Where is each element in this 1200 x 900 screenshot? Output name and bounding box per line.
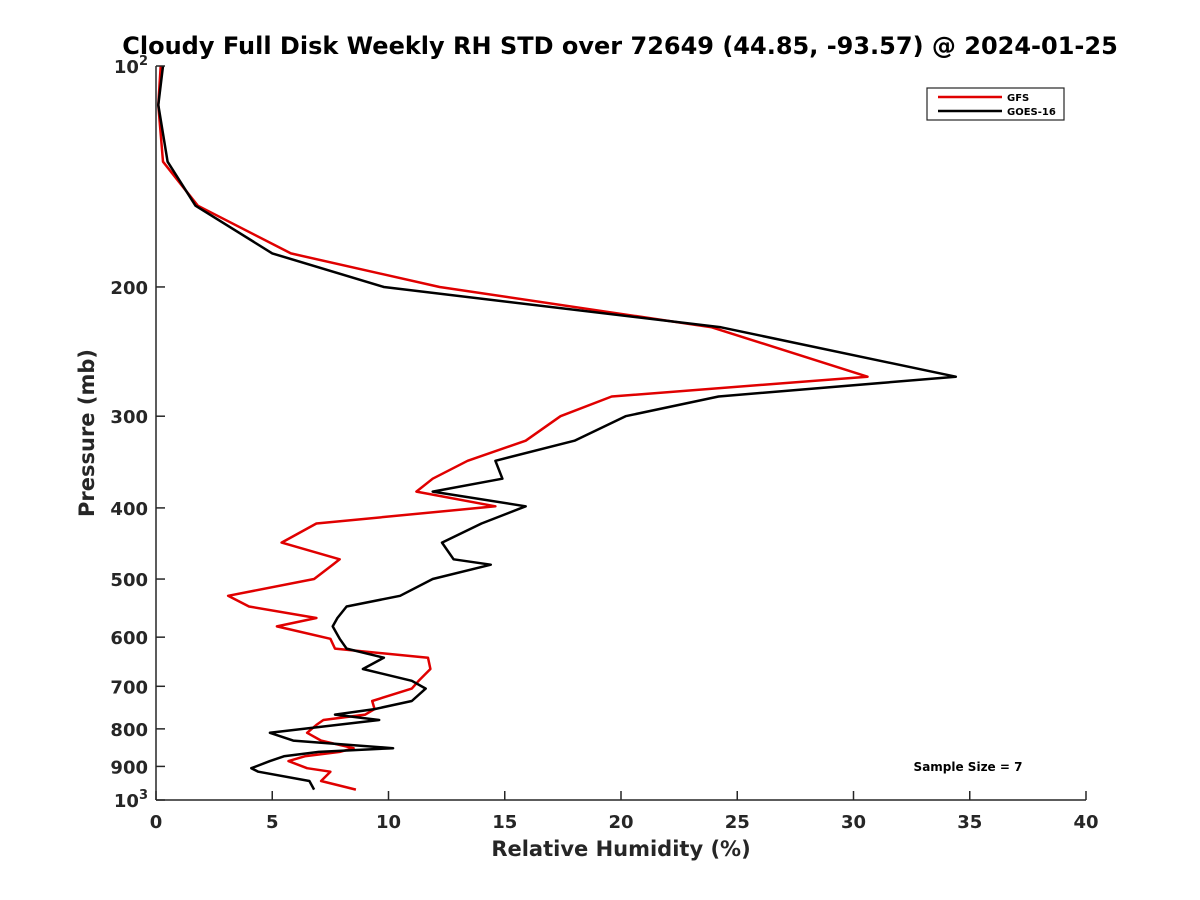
x-tick-label: 0 bbox=[150, 812, 163, 833]
x-tick-label: 5 bbox=[266, 812, 279, 833]
x-tick-label: 15 bbox=[492, 812, 517, 833]
series-line-goes16 bbox=[157, 65, 958, 791]
x-tick-label: 20 bbox=[608, 812, 633, 833]
y-tick-label: 900 bbox=[110, 757, 148, 778]
y-tick-label: 300 bbox=[110, 407, 148, 428]
legend-label-goes16: GOES-16 bbox=[1007, 107, 1056, 118]
x-tick-label: 10 bbox=[376, 812, 401, 833]
legend: GFS GOES-16 bbox=[926, 87, 1065, 121]
x-axis-label: Relative Humidity (%) bbox=[491, 837, 750, 861]
legend-box bbox=[926, 87, 1065, 121]
y-tick-label: 200 bbox=[110, 278, 148, 299]
axes bbox=[155, 66, 1086, 801]
y-tick-label: 500 bbox=[110, 570, 148, 591]
plot-lines bbox=[157, 65, 958, 791]
chart-title: Cloudy Full Disk Weekly RH STD over 7264… bbox=[122, 32, 1118, 60]
sample-size-annotation: Sample Size = 7 bbox=[914, 760, 1023, 774]
y-tick-label: 102 bbox=[114, 54, 148, 78]
y-tick-label: 800 bbox=[110, 720, 148, 741]
y-tick-label: 400 bbox=[110, 499, 148, 520]
y-tick-label: 600 bbox=[110, 628, 148, 649]
y-tick-label: 103 bbox=[114, 788, 148, 812]
legend-label-gfs: GFS bbox=[1007, 93, 1029, 104]
y-axis-label: Pressure (mb) bbox=[75, 349, 99, 517]
x-tick-label: 40 bbox=[1073, 812, 1098, 833]
y-ticks: 102 200 300 400 500 600 700 800 900 103 bbox=[110, 54, 165, 812]
x-tick-label: 30 bbox=[841, 812, 866, 833]
x-tick-label: 25 bbox=[725, 812, 750, 833]
x-ticks: 0 5 10 15 20 25 30 35 40 bbox=[150, 791, 1099, 833]
x-tick-label: 35 bbox=[957, 812, 982, 833]
y-tick-label: 700 bbox=[110, 677, 148, 698]
series-line-gfs bbox=[157, 65, 869, 791]
